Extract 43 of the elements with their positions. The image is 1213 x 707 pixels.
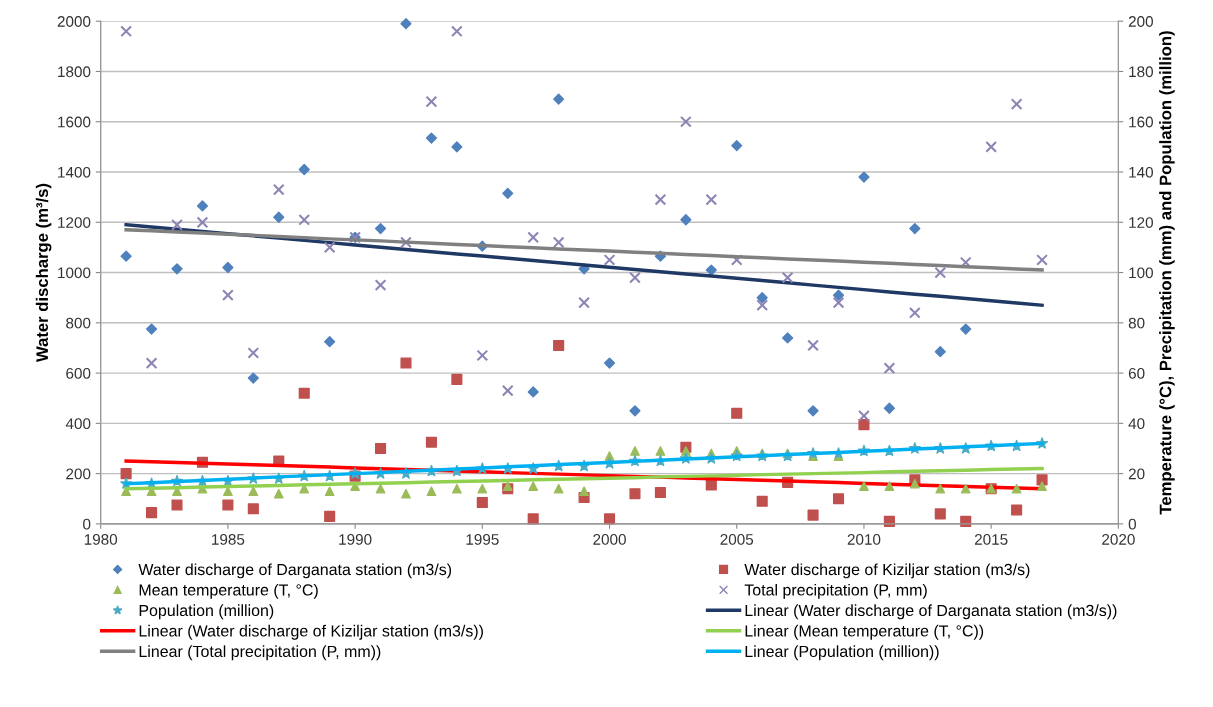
- y-tick-label: 1400: [58, 166, 91, 178]
- y2-tick-label: 80: [1128, 317, 1145, 329]
- y2-tick-label: 160: [1129, 116, 1153, 128]
- y2-tick-label: 200: [1128, 16, 1153, 27]
- y2-tick-label: 140: [1129, 166, 1153, 178]
- legend-label: Linear (Total precipitation (P, mm)): [139, 645, 381, 661]
- y2-tick-label: 100: [1129, 267, 1153, 279]
- x-tick-label: 1990: [339, 534, 372, 545]
- y2-tick-label: 40: [1128, 418, 1145, 430]
- x-tick-label: 1980: [84, 534, 118, 545]
- y2-tick-label: 180: [1129, 66, 1153, 78]
- y2-tick-label: 60: [1128, 367, 1145, 379]
- y-tick-label: 1000: [58, 267, 91, 279]
- y2-tick-label: 20: [1128, 468, 1145, 480]
- y-tick-label: 200: [66, 468, 91, 480]
- y2-tick-label: 120: [1129, 217, 1153, 228]
- legend-label: Total precipitation (P, mm): [744, 583, 927, 599]
- legend-label: Population (million): [139, 604, 274, 620]
- legend-label: Mean temperature (T, °C): [139, 583, 318, 599]
- x-tick-label: 2005: [720, 534, 754, 545]
- x-tick-label: 2015: [974, 534, 1008, 545]
- y2-tick-label: 0: [1128, 518, 1137, 530]
- legend-label: Linear (Water discharge of Darganata station (m3/s)): [745, 604, 1117, 620]
- y-tick-label: 1200: [58, 217, 91, 228]
- x-tick-label: 2020: [1102, 534, 1135, 545]
- legend-label: Linear (Mean temperature (T, °C)): [745, 624, 984, 640]
- x-tick-label: 1995: [466, 534, 499, 545]
- x-tick-label: 2010: [847, 534, 881, 545]
- y-tick-label: 0: [83, 518, 91, 530]
- y-tick-label: 400: [65, 418, 91, 430]
- y-tick-label: 600: [66, 367, 91, 379]
- x-tick-label: 1985: [212, 534, 245, 545]
- legend-label: Water discharge of Darganata station (m3/s): [138, 563, 452, 579]
- y-tick-label: 2000: [57, 16, 91, 27]
- legend-label: Linear (Population (million)): [745, 645, 939, 661]
- y-axis-title: Water discharge (m³/s): [35, 183, 52, 363]
- x-tick-label: 2000: [593, 534, 626, 545]
- y2-axis-title: Temperature (°C), Precipitation (mm) and Population (million): [1159, 31, 1175, 515]
- y-tick-label: 1600: [58, 116, 91, 128]
- y-tick-label: 1800: [58, 66, 91, 78]
- y-tick-label: 800: [66, 317, 91, 329]
- legend-label: Linear (Water discharge of Kiziljar station (m3/s)): [139, 624, 483, 640]
- legend-label: Water discharge of Kiziljar station (m3/s): [744, 563, 1030, 579]
